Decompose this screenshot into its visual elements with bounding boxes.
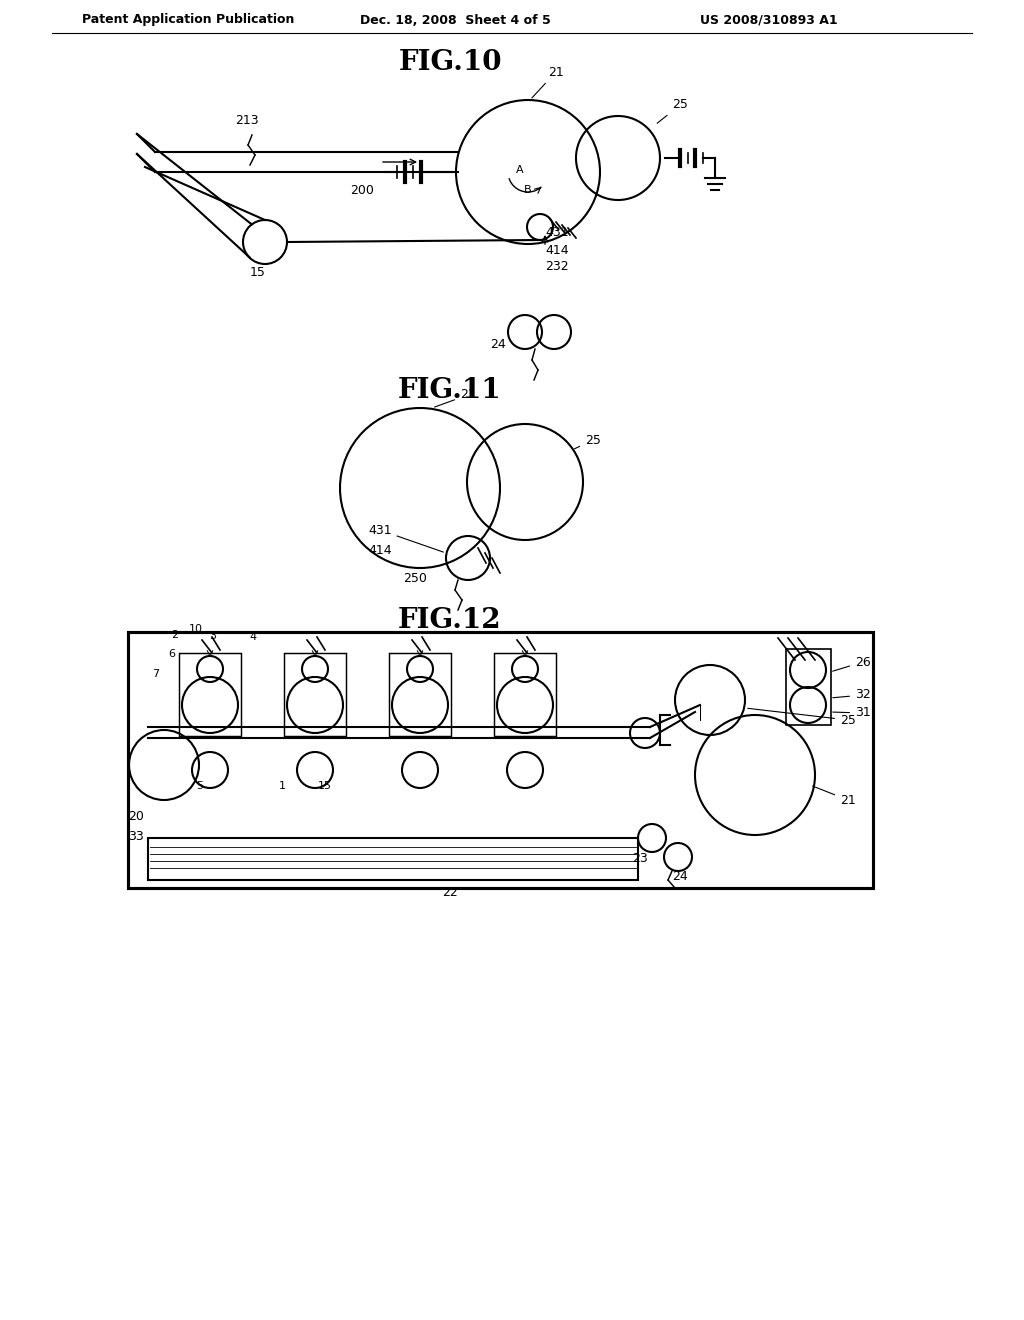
Text: 20: 20 <box>128 810 144 824</box>
Text: 22: 22 <box>442 886 458 899</box>
Text: 5: 5 <box>197 781 204 791</box>
Text: 6: 6 <box>169 649 175 659</box>
Text: FIG.10: FIG.10 <box>398 49 502 75</box>
Text: 15: 15 <box>318 781 332 791</box>
Text: 24: 24 <box>672 870 688 883</box>
Text: 10: 10 <box>189 624 203 634</box>
Text: 7: 7 <box>153 669 160 678</box>
Text: 21: 21 <box>434 388 476 407</box>
Text: 24: 24 <box>490 338 506 351</box>
Text: Patent Application Publication: Patent Application Publication <box>82 13 294 26</box>
Text: 32: 32 <box>833 689 870 701</box>
Text: 431: 431 <box>368 524 443 552</box>
Text: 31: 31 <box>833 706 870 719</box>
Text: Dec. 18, 2008  Sheet 4 of 5: Dec. 18, 2008 Sheet 4 of 5 <box>360 13 551 26</box>
Text: 414: 414 <box>545 243 568 256</box>
Text: 1: 1 <box>279 781 286 791</box>
Text: 200: 200 <box>350 183 374 197</box>
Text: 21: 21 <box>813 785 856 807</box>
Text: 15: 15 <box>250 265 266 279</box>
Text: 232: 232 <box>545 260 568 273</box>
Text: 33: 33 <box>128 829 143 842</box>
Text: FIG.11: FIG.11 <box>398 376 502 404</box>
Text: 21: 21 <box>531 66 564 98</box>
Text: 4: 4 <box>250 632 257 642</box>
Text: 25: 25 <box>748 709 856 726</box>
Text: US 2008/310893 A1: US 2008/310893 A1 <box>700 13 838 26</box>
Text: 431: 431 <box>545 227 568 239</box>
Text: FIG.12: FIG.12 <box>398 606 502 634</box>
Text: 414: 414 <box>368 544 391 557</box>
Text: B: B <box>524 185 531 195</box>
Text: A: A <box>516 165 524 176</box>
Text: 250: 250 <box>403 572 427 585</box>
Text: 3: 3 <box>210 631 216 642</box>
Text: 23: 23 <box>632 851 648 865</box>
Text: 2: 2 <box>171 630 178 640</box>
Text: 213: 213 <box>234 114 259 127</box>
Text: 26: 26 <box>833 656 870 671</box>
Text: 25: 25 <box>657 99 688 123</box>
Text: 25: 25 <box>574 433 601 449</box>
